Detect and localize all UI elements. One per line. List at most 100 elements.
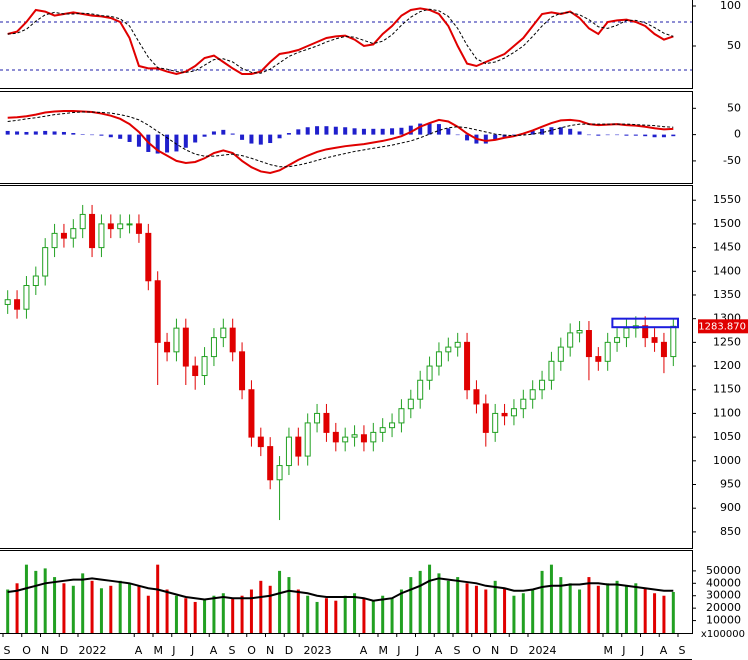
- candle-body: [295, 436, 302, 457]
- candle-body: [257, 436, 264, 448]
- macd-panel: [0, 91, 693, 184]
- histogram-bar: [221, 129, 226, 135]
- candle-body: [642, 325, 649, 339]
- volume-bar: [578, 589, 582, 633]
- histogram-bar: [390, 128, 395, 135]
- x-tick-label: J: [171, 644, 175, 657]
- volume-bar: [249, 589, 253, 633]
- volume-bar: [306, 595, 310, 633]
- histogram-bar: [418, 123, 423, 135]
- volume-panel: [0, 550, 693, 634]
- volume-bar: [446, 580, 450, 633]
- histogram-bar: [615, 134, 620, 136]
- candle-body: [520, 398, 527, 410]
- y-tick-label: 1350: [713, 288, 741, 301]
- unit-label: x100000: [701, 629, 745, 640]
- x-tick-label: S: [679, 644, 686, 657]
- volume-bar: [212, 595, 216, 633]
- volume-bar: [409, 577, 413, 633]
- histogram-bar: [661, 134, 666, 138]
- candle-body: [595, 356, 602, 362]
- histogram-bar: [483, 134, 488, 144]
- volume-bar: [521, 593, 525, 633]
- candle-body: [239, 351, 246, 391]
- y-tick-label: 30000: [706, 589, 741, 602]
- y-tick-label: 850: [720, 525, 741, 538]
- indicator-line: [7, 8, 674, 74]
- x-tick-label: O: [22, 644, 31, 657]
- volume-bar: [81, 573, 85, 633]
- indicator-line: [7, 7, 674, 76]
- volume-bar: [456, 577, 460, 633]
- candle-body: [267, 446, 274, 481]
- y-tick-label: 100: [720, 0, 741, 12]
- y-tick-label: 0: [734, 128, 741, 141]
- candle-body: [164, 341, 171, 353]
- indicator-line: [7, 111, 674, 168]
- histogram-bar: [43, 130, 48, 135]
- volume-bar: [437, 573, 441, 633]
- candle-body: [389, 422, 396, 429]
- candle-body: [98, 223, 105, 249]
- volume-bar: [549, 564, 553, 633]
- candle-body: [407, 398, 414, 410]
- y-tick-label: 900: [720, 501, 741, 514]
- y-tick-label: 1450: [713, 241, 741, 254]
- last-price-box: [698, 319, 748, 334]
- volume-bar: [390, 598, 394, 633]
- candle-body: [145, 232, 152, 282]
- volume-bar: [287, 577, 291, 633]
- y-tick-label: 1050: [713, 430, 741, 443]
- candle-body: [351, 434, 358, 438]
- histogram-bar: [436, 124, 441, 135]
- candle-body: [23, 285, 30, 310]
- y-tick-label: 1550: [713, 193, 741, 206]
- y-tick-label: 20000: [706, 601, 741, 614]
- y-tick-label: 1500: [713, 217, 741, 230]
- candle-body: [107, 223, 114, 230]
- histogram-bar: [155, 134, 160, 154]
- histogram-bar: [183, 134, 188, 148]
- x-tick-label: N: [41, 644, 49, 657]
- volume-bar: [399, 589, 403, 633]
- y-tick-label: 1000: [713, 454, 741, 467]
- volume-bar: [221, 593, 225, 633]
- histogram-bar: [399, 127, 404, 135]
- histogram-bar: [324, 126, 329, 135]
- histogram-bar: [624, 134, 629, 136]
- candle-body: [70, 228, 77, 239]
- y-tick-label: 1250: [713, 335, 741, 348]
- candle-body: [314, 412, 321, 424]
- candle-body: [60, 232, 67, 239]
- x-tick-label: J: [415, 644, 419, 657]
- candle-body: [435, 351, 442, 367]
- histogram-bar: [530, 130, 535, 135]
- volume-bar: [165, 589, 169, 633]
- candle-body: [370, 431, 377, 443]
- histogram-bar: [586, 134, 591, 136]
- candle-body: [604, 341, 611, 362]
- candle-body: [510, 408, 517, 417]
- histogram-bar: [258, 134, 263, 145]
- histogram-bar: [33, 131, 38, 135]
- histogram-bar: [652, 134, 657, 138]
- volume-bar: [71, 585, 75, 633]
- candle-body: [398, 408, 405, 424]
- volume-bar: [268, 585, 272, 633]
- histogram-bar: [108, 134, 113, 138]
- x-tick-label: J: [190, 644, 194, 657]
- volume-bar: [34, 570, 38, 633]
- histogram-bar: [380, 128, 385, 135]
- histogram-bar: [61, 131, 66, 135]
- candle-body: [614, 337, 621, 343]
- volume-bar: [353, 593, 357, 633]
- candle-body: [210, 337, 217, 358]
- indicator-line: [7, 109, 674, 175]
- volume-bar: [559, 577, 563, 633]
- candle-body: [276, 465, 283, 481]
- histogram-bar: [240, 134, 245, 140]
- histogram-bar: [427, 123, 432, 135]
- volume-bar: [118, 580, 122, 633]
- histogram-bar: [230, 133, 235, 135]
